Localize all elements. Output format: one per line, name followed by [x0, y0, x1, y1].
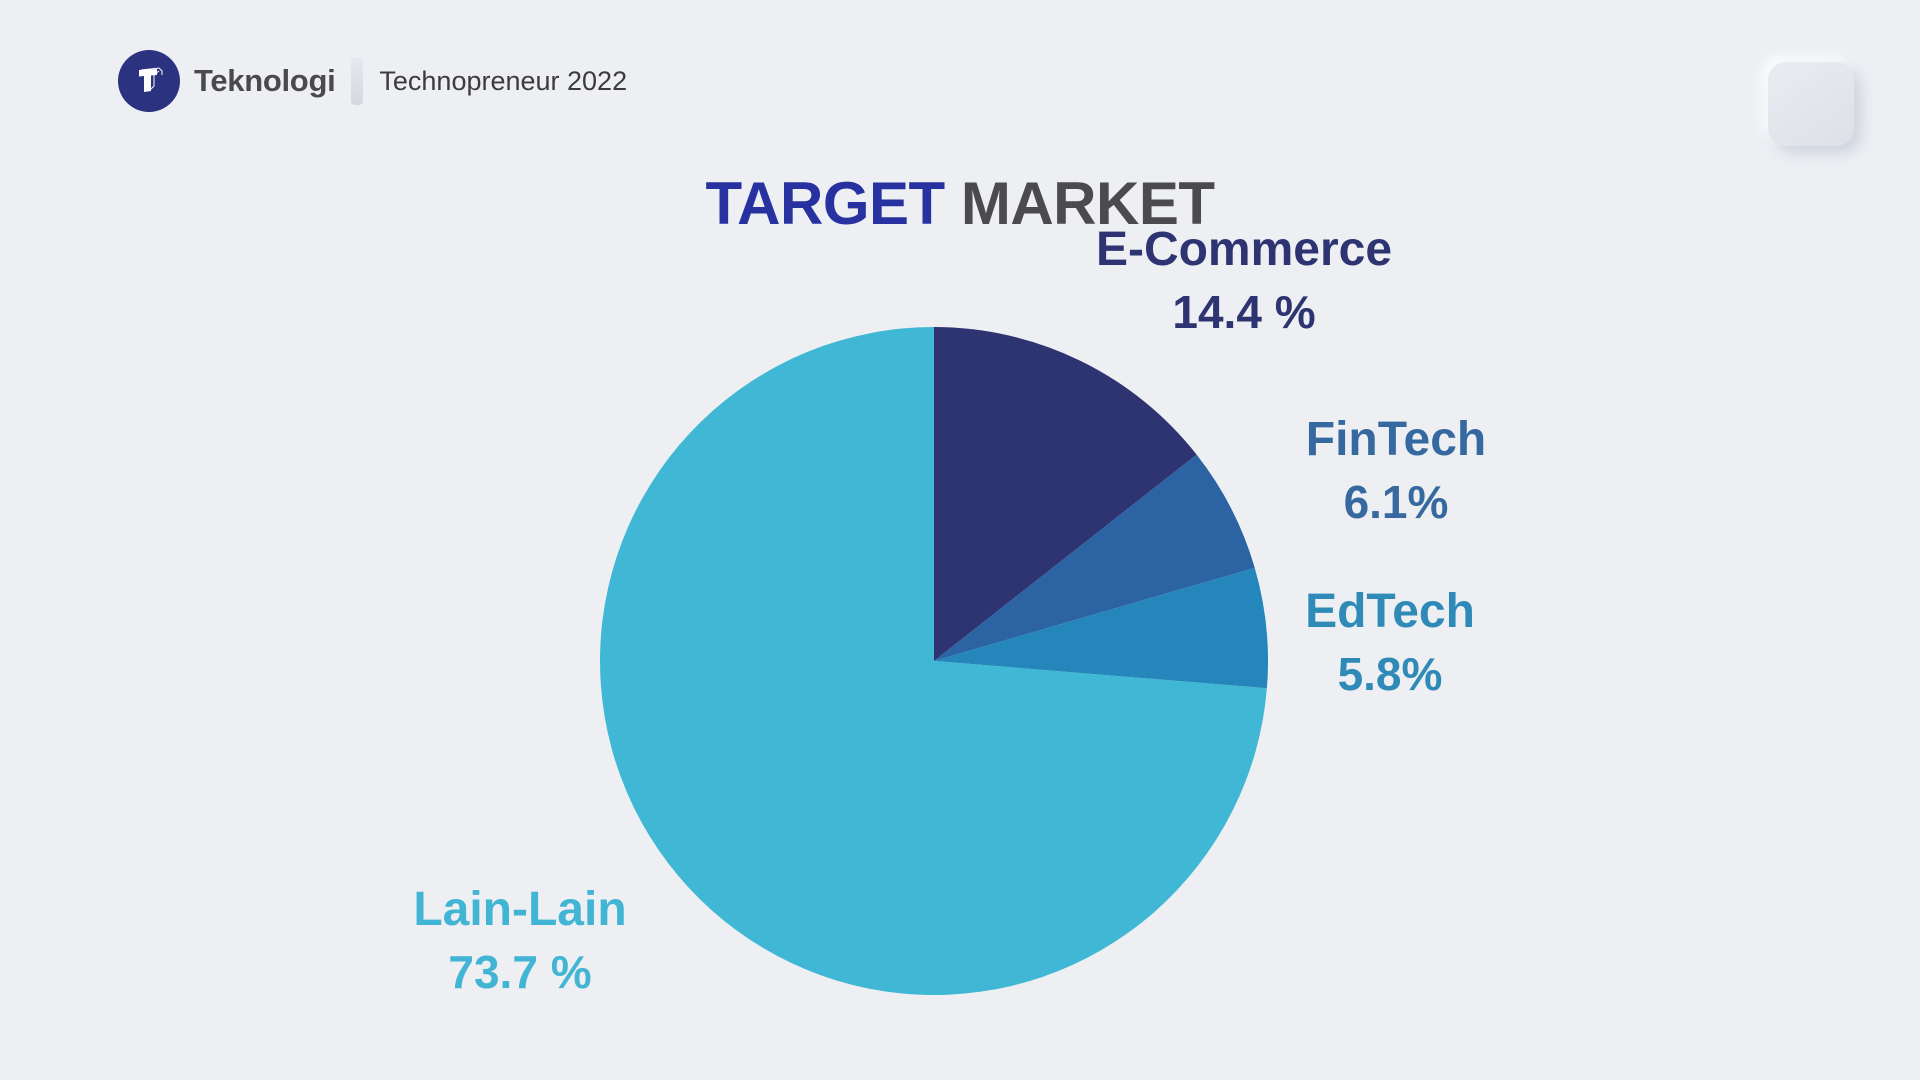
pie-slice-e-commerce	[934, 327, 1197, 661]
pie-svg	[600, 327, 1269, 995]
slice-value: 6.1%	[1343, 476, 1449, 529]
pie-slice-fintech	[934, 454, 1255, 661]
slice-label-ecommerce: E-Commerce 14.4 %	[1014, 222, 1474, 338]
pie-chart	[600, 327, 1269, 995]
slice-value: 5.8%	[1337, 648, 1443, 701]
pie-slice-edtech	[934, 567, 1269, 689]
isometric-t-icon	[139, 67, 163, 92]
slice-label-edtech: EdTech 5.8%	[1160, 584, 1620, 700]
brand-logo	[118, 50, 180, 112]
slice-name: FinTech	[1305, 413, 1487, 466]
slice-name: EdTech	[1305, 585, 1475, 638]
corner-button[interactable]	[1768, 62, 1854, 146]
title-secondary: MARKET	[960, 170, 1215, 238]
slice-value: 73.7 %	[448, 946, 592, 999]
slice-label-lainlain: Lain-Lain 73.7 %	[290, 882, 750, 998]
brand-name: Teknologi	[194, 63, 336, 98]
slice-value: 14.4 %	[1172, 286, 1316, 339]
slice-label-fintech: FinTech 6.1%	[1166, 412, 1626, 528]
pie-slice-lain-lain	[600, 327, 1267, 995]
title-primary: TARGET	[705, 170, 945, 238]
slice-name: E-Commerce	[1095, 223, 1393, 276]
event-name: Technopreneur 2022	[379, 65, 628, 96]
header-divider	[351, 57, 364, 105]
slice-name: Lain-Lain	[413, 883, 627, 936]
header: Teknologi Technopreneur 2022	[118, 50, 627, 112]
page-title: TARGET MARKET	[0, 168, 1920, 240]
